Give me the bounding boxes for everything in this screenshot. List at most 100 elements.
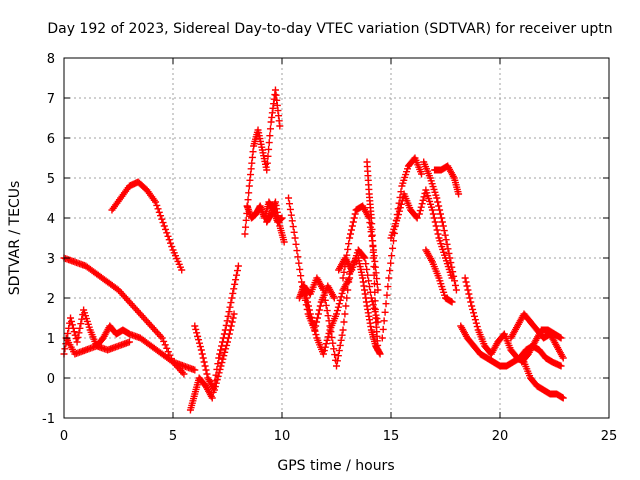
data-point-marker: [303, 294, 311, 302]
data-point-marker: [320, 291, 328, 299]
data-point-marker: [288, 217, 296, 225]
data-point-marker: [201, 362, 209, 370]
data-point-marker: [218, 359, 226, 367]
data-point-marker: [340, 318, 348, 326]
data-point-marker: [287, 211, 295, 219]
data-point-marker: [241, 230, 249, 238]
data-point-marker: [384, 283, 392, 291]
data-point-marker: [415, 210, 423, 218]
data-point-marker: [310, 324, 318, 332]
data-point-marker: [374, 346, 382, 354]
y-axis-label: SDTVAR / TECUs: [7, 181, 23, 296]
data-point-marker: [208, 394, 216, 402]
data-point-marker: [191, 366, 199, 374]
data-point-marker: [370, 304, 378, 312]
series-track-r: [387, 190, 421, 242]
data-point-marker: [382, 300, 390, 308]
y-tick-label: 4: [47, 212, 55, 227]
data-point-marker: [331, 351, 339, 359]
data-point-marker: [244, 196, 252, 204]
data-point-marker: [280, 238, 288, 246]
data-point-marker: [325, 329, 333, 337]
data-point-marker: [266, 125, 274, 133]
data-point-marker: [386, 267, 394, 275]
data-point-marker: [163, 344, 171, 352]
data-point-marker: [557, 334, 565, 342]
data-point-marker: [417, 203, 425, 211]
data-point-marker: [434, 198, 442, 206]
series-track-t: [415, 186, 456, 282]
data-point-marker: [242, 216, 250, 224]
y-tick-label: 0: [47, 372, 55, 387]
data-point-marker: [337, 336, 345, 344]
data-point-marker: [225, 308, 233, 316]
data-point-marker: [203, 370, 211, 378]
data-point-marker: [294, 253, 302, 261]
data-point-marker: [160, 337, 168, 345]
x-tick-label: 0: [60, 429, 68, 444]
data-point-marker: [469, 305, 477, 313]
data-point-marker: [304, 298, 312, 306]
data-point-marker: [346, 234, 354, 242]
data-point-marker: [437, 210, 445, 218]
data-point-marker: [380, 317, 388, 325]
data-point-marker: [225, 330, 233, 338]
data-point-marker: [342, 302, 350, 310]
data-point-marker: [212, 379, 220, 387]
data-point-marker: [429, 210, 437, 218]
data-point-marker: [334, 303, 342, 311]
data-point-marker: [211, 383, 219, 391]
data-point-marker: [440, 227, 448, 235]
x-tick-label: 20: [492, 429, 509, 444]
data-point-marker: [322, 340, 330, 348]
data-point-marker: [413, 214, 421, 222]
data-point-marker: [228, 294, 236, 302]
chart-title: Day 192 of 2023, Sidereal Day-to-day VTE…: [47, 21, 612, 37]
data-point-marker: [468, 302, 476, 310]
data-point-marker: [285, 194, 293, 202]
data-point-marker: [217, 346, 225, 354]
data-point-marker: [462, 278, 470, 286]
data-point-marker: [242, 223, 250, 231]
data-point-marker: [451, 281, 459, 289]
data-point-marker: [308, 317, 316, 325]
data-point-marker: [463, 282, 471, 290]
data-point-marker: [330, 345, 338, 353]
data-point-marker: [385, 274, 393, 282]
data-point-marker: [455, 190, 463, 198]
data-point-marker: [433, 226, 441, 234]
data-point-marker: [67, 314, 75, 322]
data-point-marker: [436, 206, 444, 214]
data-point-marker: [298, 278, 306, 286]
data-point-marker: [434, 230, 442, 238]
data-point-marker: [233, 267, 241, 275]
series-track-l: [300, 274, 354, 358]
data-point-marker: [231, 280, 239, 288]
data-point-marker: [265, 139, 273, 147]
data-point-marker: [210, 386, 218, 394]
data-point-marker: [167, 239, 175, 247]
data-point-marker: [430, 214, 438, 222]
series-track-z: [518, 326, 565, 366]
data-point-marker: [419, 196, 427, 204]
data-point-marker: [224, 338, 231, 346]
data-point-marker: [341, 310, 349, 318]
x-tick-label: 10: [274, 429, 291, 444]
grid-lines: [64, 58, 609, 418]
data-point-marker: [437, 214, 445, 222]
data-point-marker: [465, 290, 473, 298]
data-point-marker: [557, 362, 565, 370]
data-point-marker: [333, 362, 340, 370]
data-point-marker: [70, 328, 78, 336]
data-point-marker: [232, 276, 240, 284]
data-point-marker: [348, 222, 356, 230]
data-point-marker: [461, 274, 469, 282]
data-point-marker: [418, 170, 426, 178]
data-points: [60, 86, 567, 414]
data-point-marker: [335, 347, 343, 355]
data-point-marker: [315, 306, 323, 314]
data-point-marker: [200, 358, 208, 366]
data-point-marker: [194, 332, 202, 340]
y-tick-label: 1: [47, 332, 55, 347]
